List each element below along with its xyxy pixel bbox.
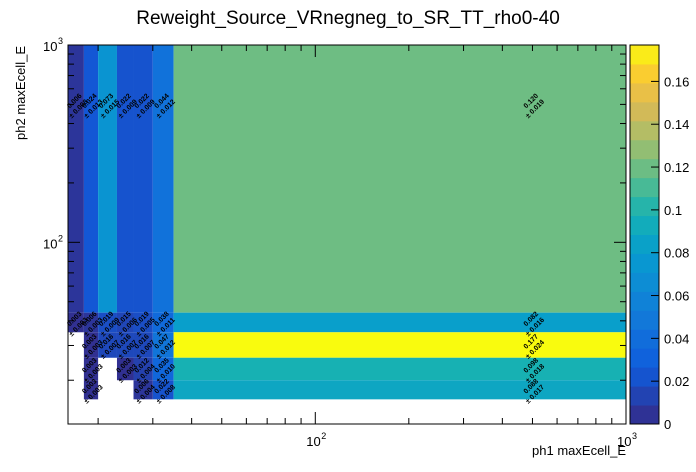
heatmap-cell: [152, 380, 174, 400]
y-tick-base: 10: [43, 236, 57, 251]
colorbar-tick-label: 0.04: [664, 331, 689, 346]
colorbar-band: [630, 291, 659, 311]
colorbar-band: [630, 348, 659, 368]
heatmap-cell: [116, 45, 134, 313]
heatmap-cell: [173, 332, 626, 358]
heatmap-cell: [133, 312, 153, 333]
x-tick-exponent: 2: [321, 431, 326, 441]
colorbar-band: [630, 215, 659, 235]
colorbar-band: [630, 367, 659, 387]
heatmap-cell: [83, 380, 99, 400]
heatmap-cell: [116, 312, 134, 333]
x-tick-label: 10 3: [617, 431, 637, 449]
heatmap-cell: [152, 332, 174, 358]
x-tick-base: 10: [617, 434, 631, 449]
heatmap-cell: [152, 45, 174, 313]
colorbar: 0 0.02 0.04 0.06 0.08 0.1 0.12 0.14 0.16: [629, 44, 689, 432]
colorbar-band: [630, 196, 659, 217]
y-tick-exponent: 2: [58, 233, 63, 243]
colorbar-band: [630, 253, 659, 273]
heatmap-cell: [98, 45, 117, 313]
colorbar-band: [630, 329, 659, 349]
heatmap-cell: [98, 332, 117, 358]
heatmap-cell: [173, 312, 626, 333]
y-tick-label: 10 3: [43, 36, 63, 54]
heatmap-cell: [116, 357, 134, 381]
colorbar-band: [630, 82, 659, 103]
colorbar-band: [630, 177, 659, 198]
colorbar-band: [630, 120, 659, 141]
heatmap-cell: [133, 357, 153, 381]
colorbar-band: [630, 158, 659, 179]
y-tick-label: 10 2: [43, 233, 63, 251]
heatmap-cell: [133, 380, 153, 400]
heatmap-cell: [173, 380, 626, 400]
heatmap-cell: [68, 45, 84, 313]
colorbar-tick-label: 0.08: [664, 246, 689, 261]
x-tick-base: 10: [306, 434, 320, 449]
colorbar-tick-label: 0.02: [664, 374, 689, 389]
colorbar-band: [630, 63, 659, 84]
colorbar-band: [630, 272, 659, 292]
x-tick-exponent: 3: [632, 431, 637, 441]
colorbar-band: [630, 386, 659, 406]
colorbar-band: [630, 310, 659, 330]
colorbar-band: [630, 139, 659, 160]
heatmap-cell: [152, 312, 174, 333]
heatmap-cell: [152, 357, 174, 381]
colorbar-tick-label: 0.14: [664, 117, 689, 132]
heatmap-cell: [116, 332, 134, 358]
y-axis-label: ph2 maxEcell_E: [13, 46, 28, 140]
colorbar-tick-label: 0: [664, 417, 671, 432]
colorbar-tick-label: 0.12: [664, 160, 689, 175]
heatmap-cell: [98, 312, 117, 333]
colorbar-tick-label: 0.1: [664, 203, 682, 218]
heatmap-cell: [83, 45, 99, 313]
x-tick-label: 10 2: [306, 431, 326, 449]
colorbar-tick-label: 0.16: [664, 74, 689, 89]
x-axis-label: ph1 maxEcell_E: [532, 443, 626, 458]
colorbar-band: [630, 45, 659, 65]
heatmap-cell: [173, 45, 626, 313]
colorbar-band: [630, 101, 659, 122]
heatmap-cell: [133, 45, 153, 313]
chart-title: Reweight_Source_VRnegneg_to_SR_TT_rho0-4…: [136, 8, 560, 29]
colorbar-band: [630, 234, 659, 254]
plot-frame: [67, 44, 627, 425]
y-tick-exponent: 3: [58, 36, 63, 46]
colorbar-tick-label: 0.06: [664, 289, 689, 304]
heatmap-cell: [83, 312, 99, 333]
colorbar-band: [630, 405, 659, 425]
heatmap-cell: [68, 312, 84, 333]
heatmap-cell: [173, 357, 626, 381]
y-tick-base: 10: [43, 39, 57, 54]
heatmap-cell: [83, 332, 99, 358]
colorbar-frame: [629, 44, 660, 425]
axes: 10 2 10 310 210 3: [43, 36, 637, 449]
heatmap-cell: [83, 357, 99, 381]
heatmap-cell: [133, 332, 153, 358]
